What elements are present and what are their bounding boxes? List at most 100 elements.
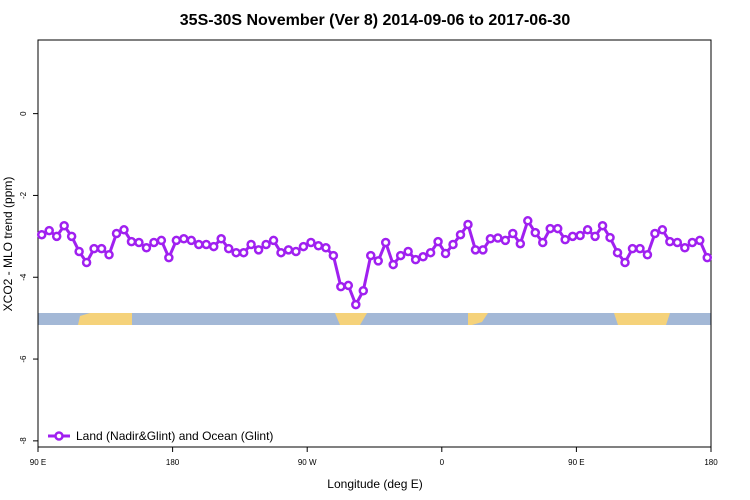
x-tick-label: 180 [166, 458, 180, 467]
data-point [223, 243, 234, 254]
data-point [208, 241, 219, 252]
data-point [149, 237, 159, 248]
data-point [313, 240, 324, 251]
land-patch [78, 313, 132, 325]
land-patch [468, 313, 488, 325]
data-point [410, 254, 421, 265]
data-point [119, 225, 129, 235]
data-point [500, 235, 511, 246]
data-point [231, 247, 241, 258]
data-point [612, 247, 623, 258]
data-point [380, 237, 391, 248]
data-point [425, 247, 436, 258]
ocean-band [38, 313, 711, 325]
data-point [253, 245, 264, 255]
data-point [59, 220, 69, 231]
x-tick-label: 90 W [298, 458, 317, 467]
data-point [478, 245, 488, 255]
data-point [672, 237, 683, 248]
data-point [538, 237, 548, 248]
data-point [186, 235, 197, 246]
data-point [590, 231, 600, 242]
data-point [657, 225, 668, 235]
data-point [96, 243, 107, 254]
land-ocean-strip [38, 313, 711, 325]
data-point [201, 239, 211, 250]
data-point [44, 225, 54, 236]
y-tick-label: -8 [19, 437, 28, 445]
data-point [627, 243, 638, 254]
data-point [515, 238, 526, 249]
data-point [366, 250, 376, 261]
data-point [545, 223, 555, 234]
data-point [291, 246, 301, 257]
data-point [164, 252, 174, 263]
y-tick-label: 0 [19, 111, 28, 116]
data-point [268, 235, 279, 246]
data-point [642, 249, 653, 260]
data-point [351, 299, 361, 310]
data-point [388, 259, 398, 270]
data-point [51, 231, 62, 242]
data-point [74, 246, 84, 257]
data-point [336, 281, 346, 292]
y-tick-label: -6 [19, 355, 28, 363]
data-point [111, 228, 122, 239]
data-point [523, 216, 533, 226]
data-point [89, 243, 99, 254]
data-point [440, 248, 451, 259]
data-point [298, 241, 309, 252]
data-point [508, 228, 518, 239]
data-point [216, 234, 226, 244]
y-tick-label: -4 [19, 273, 28, 281]
data-point [650, 228, 660, 239]
x-tick-label: 180 [704, 458, 718, 467]
data-point [81, 257, 92, 268]
legend-label: Land (Nadir&Glint) and Ocean (Glint) [76, 429, 273, 443]
data-point [665, 236, 675, 247]
data-point [141, 243, 152, 253]
data-point [306, 237, 316, 248]
data-point [395, 250, 406, 261]
data-point [687, 237, 698, 248]
x-tick-label: 0 [440, 458, 445, 467]
land-patch [614, 313, 670, 325]
data-point [597, 220, 608, 231]
land-patch [335, 313, 367, 325]
data-point [104, 249, 114, 260]
y-axis-label: XCO2 - MLO trend (ppm) [1, 177, 15, 312]
data-point [36, 229, 47, 240]
data-point [448, 239, 458, 250]
data-point [134, 237, 144, 248]
data-point [66, 231, 77, 242]
data-point [321, 243, 331, 253]
data-point [328, 250, 339, 261]
data-point [530, 227, 541, 238]
data-point [455, 229, 466, 240]
data-point [403, 246, 413, 257]
data-point [194, 239, 204, 250]
data-point [276, 247, 286, 258]
y-tick-label: -2 [19, 191, 28, 199]
data-point [680, 243, 690, 253]
plot-frame [37, 39, 712, 448]
data-point [605, 232, 615, 243]
data-point [635, 243, 645, 254]
data-point [358, 285, 369, 296]
data-point [156, 235, 167, 246]
data-point [552, 223, 563, 234]
data-point [560, 234, 570, 245]
x-axis-label: Longitude (deg E) [327, 477, 422, 491]
data-point [171, 235, 182, 246]
data-point [261, 239, 271, 250]
data-point [493, 233, 503, 243]
data-point [575, 230, 585, 241]
data-point [470, 245, 481, 255]
x-tick-label: 90 E [30, 458, 46, 467]
data-point [620, 257, 630, 268]
x-tick-label: 90 E [568, 458, 584, 467]
data-point [695, 235, 705, 246]
data-point [567, 231, 578, 242]
